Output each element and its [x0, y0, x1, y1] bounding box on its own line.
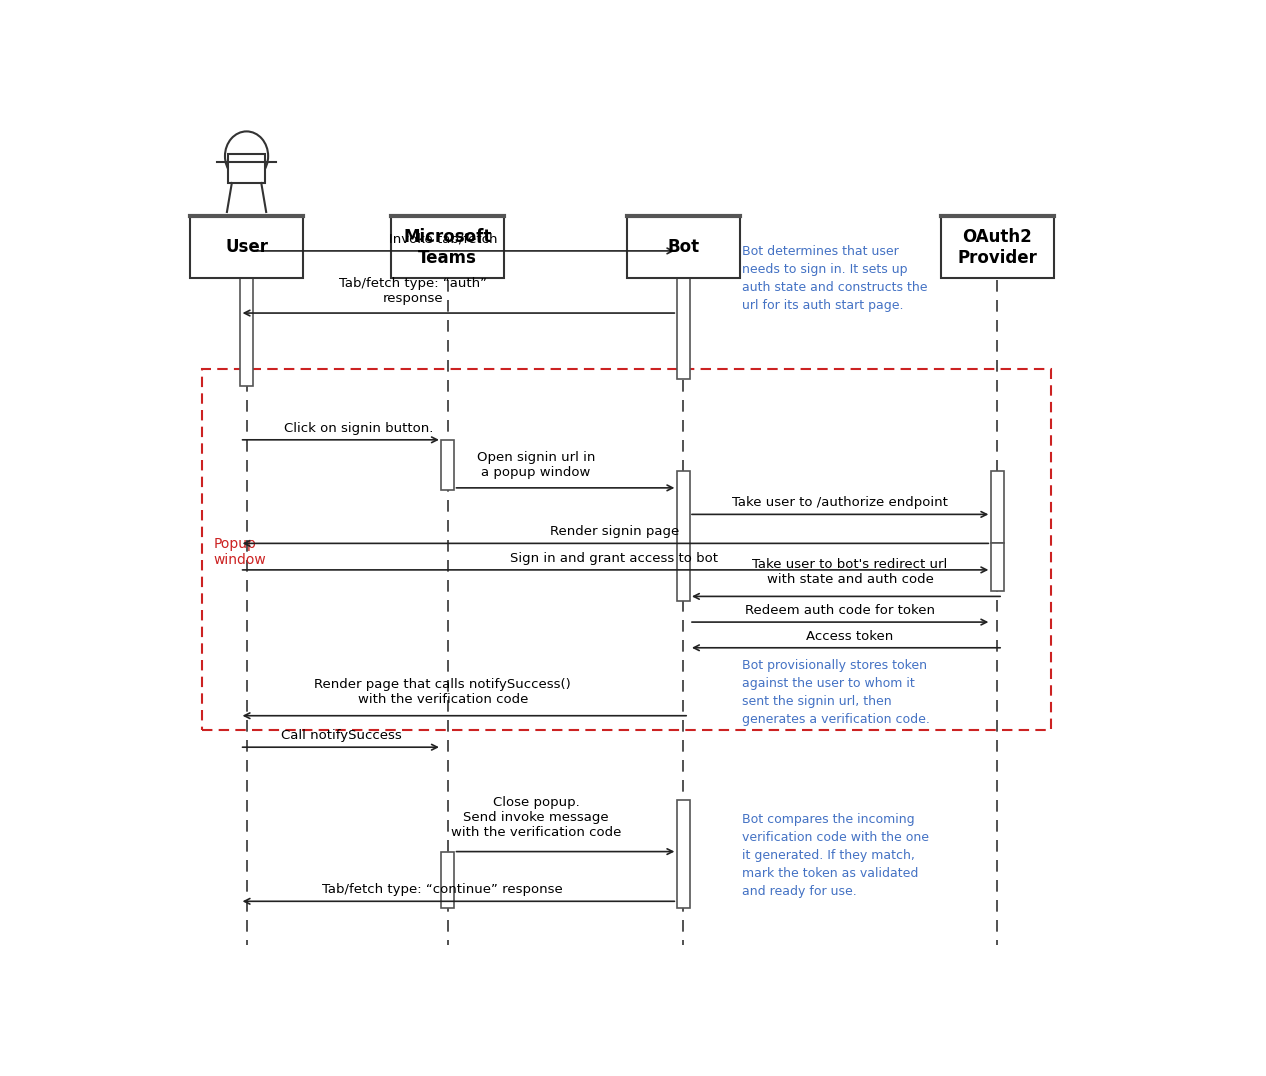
- Bar: [677, 471, 690, 601]
- Text: Bot: Bot: [667, 238, 699, 256]
- Bar: [241, 239, 253, 386]
- Text: Take user to /authorize endpoint: Take user to /authorize endpoint: [732, 496, 948, 509]
- Text: OAuth2
Provider: OAuth2 Provider: [957, 228, 1037, 267]
- Text: Bot determines that user
needs to sign in. It sets up
auth state and constructs : Bot determines that user needs to sign i…: [742, 245, 928, 312]
- Text: Sign in and grant access to bot: Sign in and grant access to bot: [510, 552, 719, 565]
- Bar: [442, 851, 454, 908]
- Text: Open signin url in
a popup window: Open signin url in a popup window: [477, 451, 595, 479]
- Text: Render signin page: Render signin page: [549, 525, 679, 538]
- Bar: [677, 239, 690, 380]
- Text: Click on signin button.: Click on signin button.: [284, 422, 433, 435]
- Bar: [203, 369, 1051, 730]
- Bar: [941, 216, 1053, 279]
- Text: Bot compares the incoming
verification code with the one
it generated. If they m: Bot compares the incoming verification c…: [742, 812, 929, 897]
- Text: Call notifySuccess: Call notifySuccess: [281, 730, 401, 742]
- Bar: [228, 154, 265, 183]
- Text: Access token: Access token: [806, 629, 894, 642]
- Bar: [190, 216, 303, 279]
- Text: Close popup.
Send invoke message
with the verification code: Close popup. Send invoke message with th…: [451, 796, 622, 839]
- Bar: [677, 801, 690, 908]
- Text: User: User: [225, 238, 268, 256]
- Text: Take user to bot's redirect url
with state and auth code: Take user to bot's redirect url with sta…: [752, 558, 947, 586]
- Ellipse shape: [225, 131, 268, 181]
- Text: Tab/fetch type: “continue” response: Tab/fetch type: “continue” response: [323, 883, 563, 896]
- Bar: [991, 471, 1004, 543]
- Bar: [442, 440, 454, 490]
- Text: Redeem auth code for token: Redeem auth code for token: [746, 604, 936, 618]
- Text: Render page that calls notifySuccess()
with the verification code: Render page that calls notifySuccess() w…: [314, 678, 571, 706]
- Text: Invoke tab/fetch: Invoke tab/fetch: [389, 232, 498, 245]
- Bar: [991, 543, 1004, 591]
- Bar: [627, 216, 739, 279]
- Text: Bot provisionally stores token
against the user to whom it
sent the signin url, : Bot provisionally stores token against t…: [742, 660, 931, 726]
- Text: Tab/fetch type: “auth”
response: Tab/fetch type: “auth” response: [339, 277, 487, 305]
- Bar: [391, 216, 504, 279]
- Text: Popup
window: Popup window: [213, 537, 266, 567]
- Text: Microsoft
Teams: Microsoft Teams: [404, 228, 492, 267]
